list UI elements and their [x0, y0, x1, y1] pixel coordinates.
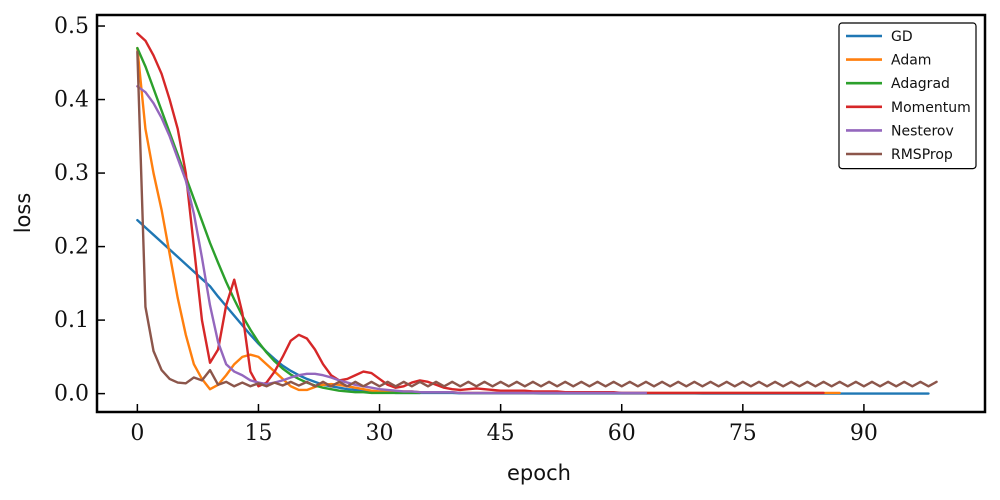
series-line-rmsprop: [136, 50, 938, 388]
y-tick-label: 0.2: [54, 235, 89, 260]
y-tick-label: 0.4: [54, 88, 89, 113]
y-axis-label: loss: [11, 193, 35, 234]
series-line-momentum: [136, 32, 825, 395]
y-tick-label: 0.3: [54, 161, 89, 186]
y-tick-label: 0.5: [54, 14, 89, 39]
series-line-nesterov: [136, 85, 648, 395]
series-line-adam: [136, 46, 841, 395]
legend-label: Nesterov: [891, 123, 954, 139]
x-tick-label: 90: [850, 421, 878, 446]
legend-label: RMSProp: [891, 147, 953, 163]
legend-label: Momentum: [891, 100, 971, 116]
legend-label: GD: [891, 29, 913, 45]
legend-label: Adam: [891, 53, 931, 69]
x-tick-label: 15: [244, 421, 272, 446]
x-tick-label: 0: [130, 421, 144, 446]
y-tick-label: 0.0: [54, 382, 89, 407]
x-tick-label: 30: [366, 421, 394, 446]
legend: GD Adam Adagrad Momentum Nesterov RMSProp: [838, 22, 977, 170]
x-axis-label: epoch: [507, 461, 571, 485]
y-tick-label: 0.1: [54, 308, 89, 333]
legend-label: Adagrad: [891, 76, 950, 92]
x-tick-label: 60: [608, 421, 636, 446]
x-tick-label: 75: [729, 421, 757, 446]
plot-frame: [95, 13, 987, 414]
axis-ticks: 0 15 30 45 60 75 90 0.0 0.1 0.2 0.3 0.4 0.5: [54, 14, 878, 446]
series-line-gd: [136, 218, 930, 395]
series-lines: [136, 32, 938, 395]
series-line-adagrad: [136, 46, 422, 395]
x-tick-label: 45: [487, 421, 515, 446]
